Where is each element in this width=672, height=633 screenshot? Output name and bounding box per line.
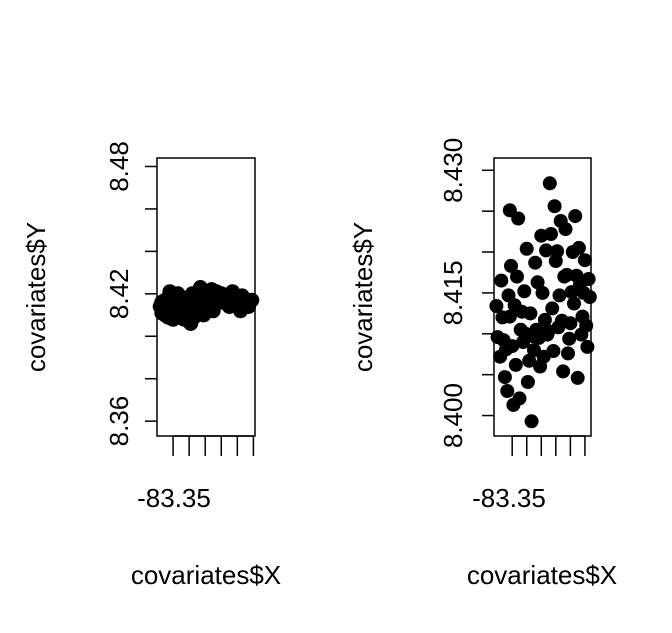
left-y-axis-label: covariates$Y — [21, 222, 51, 372]
right-data-point — [582, 290, 597, 304]
right-data-point — [539, 243, 554, 258]
right-data-point — [545, 301, 560, 316]
right-data-point — [510, 269, 524, 284]
right-data-point — [558, 222, 573, 237]
left-data-point — [205, 303, 221, 319]
right-data-point — [500, 384, 515, 398]
left-y-tick-label: 8.48 — [104, 141, 134, 192]
right-data-point — [505, 339, 520, 354]
left-data-point — [244, 292, 260, 308]
right-data-point — [544, 227, 558, 241]
left-points-layer — [152, 280, 260, 331]
left-scatter-panel: 8.36 8.42 8.48 -83.35 covariates$X covaria… — [21, 141, 281, 590]
right-data-point — [520, 375, 535, 389]
right-data-point — [517, 284, 532, 299]
right-data-point — [580, 339, 595, 354]
right-data-point — [508, 357, 523, 372]
right-data-point — [489, 299, 504, 313]
left-data-point — [176, 311, 192, 327]
right-data-point — [561, 346, 575, 361]
right-data-point — [552, 288, 567, 303]
left-x-tick-label: -83.35 — [137, 483, 211, 513]
right-data-point — [550, 244, 565, 259]
right-data-point — [504, 258, 518, 273]
right-scatter-panel: 8.400 8.415 8.430 -83.35 covariates$X cova… — [348, 138, 617, 590]
right-data-point — [512, 391, 527, 406]
right-data-point — [511, 211, 526, 226]
right-data-point — [535, 285, 550, 300]
right-y-tick-label: 8.415 — [438, 260, 468, 325]
right-data-point — [522, 353, 537, 368]
right-data-point — [562, 331, 577, 346]
right-data-point — [494, 273, 509, 288]
right-data-point — [528, 255, 543, 270]
right-data-point — [519, 241, 534, 256]
right-data-point — [542, 176, 557, 191]
right-data-point — [568, 209, 583, 224]
left-data-point — [167, 292, 183, 308]
right-data-point — [581, 272, 596, 286]
left-y-axis: 8.36 8.42 8.48 — [104, 141, 157, 446]
right-data-point — [502, 309, 517, 324]
right-data-point — [546, 344, 561, 358]
right-y-axis: 8.400 8.415 8.430 — [438, 138, 494, 448]
right-data-point — [571, 240, 586, 255]
right-data-point — [524, 414, 539, 429]
left-x-axis-label: covariates$X — [131, 560, 281, 590]
right-y-axis-label: covariates$Y — [348, 222, 378, 372]
right-x-tick-label: -83.35 — [472, 483, 546, 513]
right-data-point — [577, 253, 592, 268]
right-data-point — [556, 364, 571, 379]
right-data-point — [523, 306, 538, 321]
left-y-tick-label: 8.36 — [104, 396, 134, 447]
left-x-axis — [172, 435, 255, 456]
right-x-axis — [511, 435, 586, 456]
right-y-tick-label: 8.400 — [438, 383, 468, 448]
right-data-point — [547, 199, 562, 214]
right-data-point — [563, 316, 578, 331]
right-data-point — [579, 318, 594, 333]
right-points-layer — [489, 176, 597, 429]
right-data-point — [570, 370, 585, 385]
right-data-point — [537, 312, 552, 327]
right-x-axis-label: covariates$X — [467, 560, 617, 590]
left-y-tick-label: 8.42 — [104, 268, 134, 319]
right-data-point — [497, 370, 512, 385]
right-y-tick-label: 8.430 — [438, 138, 468, 203]
right-data-point — [567, 296, 581, 311]
right-data-point — [530, 275, 545, 290]
